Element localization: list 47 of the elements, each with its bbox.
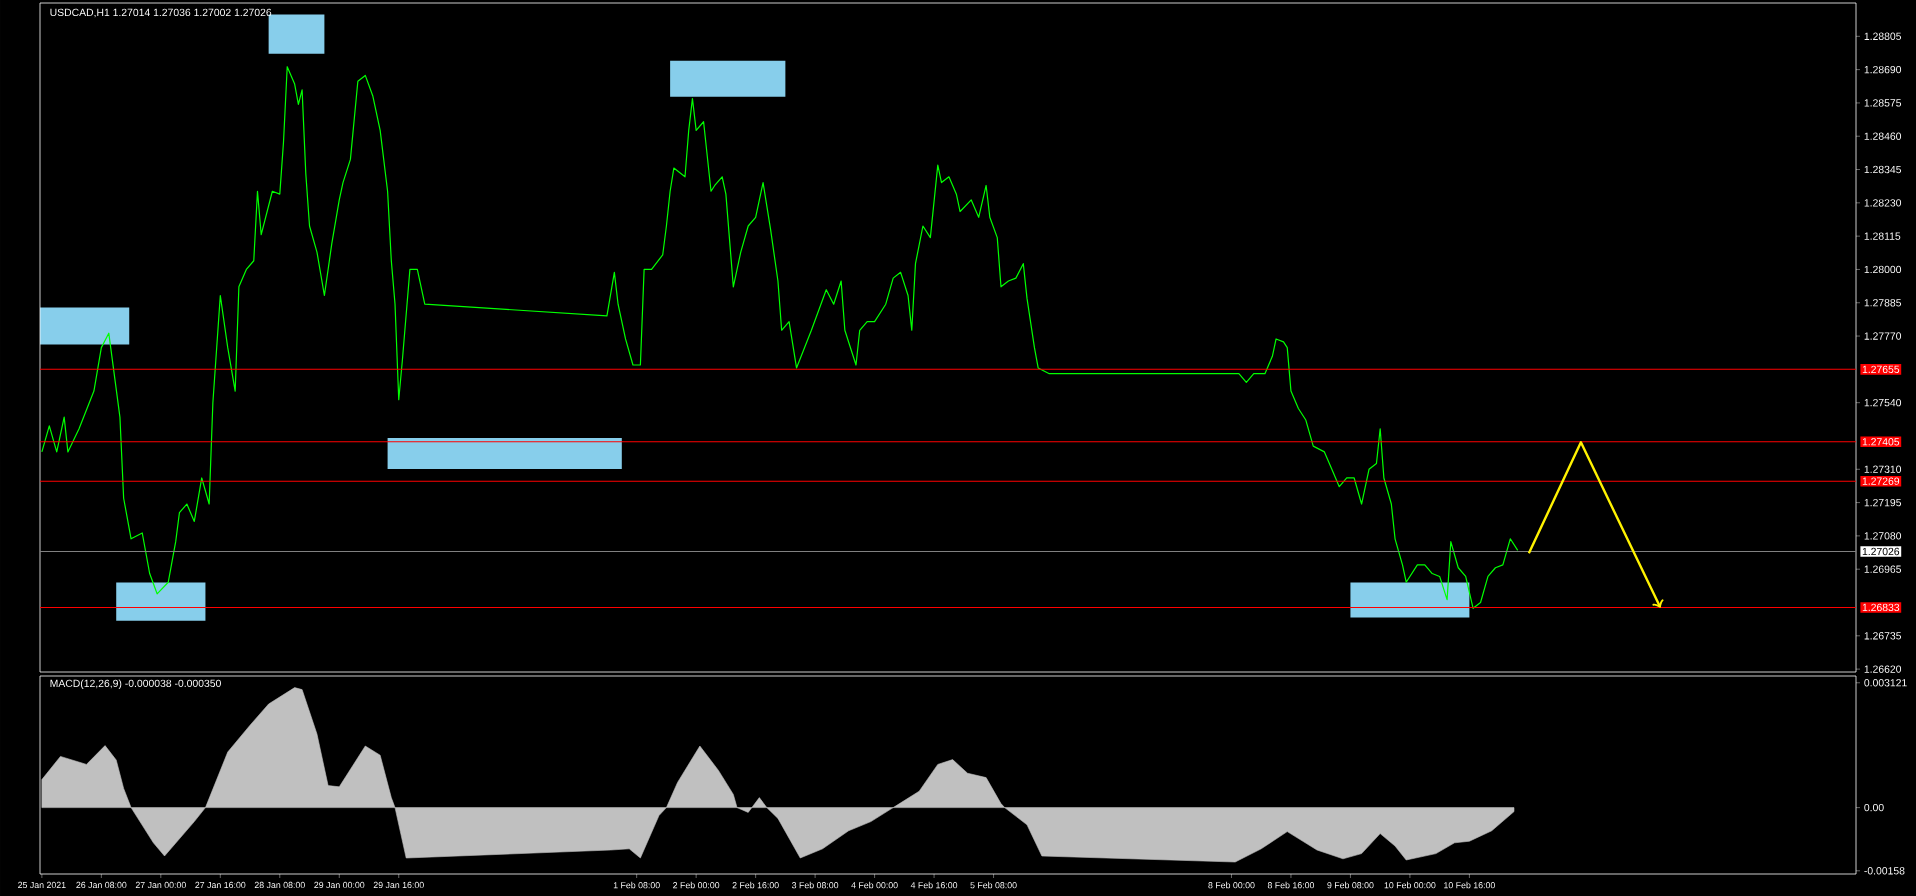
y-tick-label: 1.26965	[1864, 565, 1902, 573]
y-tick-label: 1.27770	[1864, 332, 1902, 340]
y-tick-label: 1.27080	[1864, 532, 1902, 540]
x-tick-label: 8 Feb 00:00	[1208, 881, 1255, 889]
x-tick-label: 26 Jan 08:00	[76, 881, 127, 889]
chart-title: MACD(12,26,9) -0.000038 -0.000350	[50, 679, 221, 690]
x-tick-label: 8 Feb 16:00	[1267, 881, 1315, 889]
x-tick-label: 10 Feb 16:00	[1444, 881, 1495, 889]
y-tick-label: 1.27885	[1864, 299, 1902, 307]
y-tick-label: 1.28230	[1864, 199, 1902, 207]
y-tick-label: 1.28115	[1864, 232, 1901, 240]
y-tick-label: 0.003121	[1864, 679, 1907, 687]
y-tick-label: 1.28805	[1864, 32, 1902, 40]
y-tick-label: 1.28690	[1864, 65, 1902, 74]
x-tick-label: 5 Feb 08:00	[970, 881, 1017, 889]
x-tick-label: 27 Jan 00:00	[135, 881, 186, 889]
x-tick-label: 2 Feb 00:00	[673, 881, 720, 889]
x-tick-label: 28 Jan 08:00	[254, 881, 305, 889]
y-tick-label: 1.27540	[1864, 398, 1902, 407]
x-tick-label: 1 Feb 08:00	[613, 881, 660, 889]
ref-line-label: 1.26833	[1862, 603, 1900, 612]
x-tick-label: 3 Feb 08:00	[791, 881, 839, 889]
y-tick-label: 1.26735	[1864, 632, 1902, 640]
x-tick-label: 2 Feb 16:00	[732, 881, 779, 889]
y-tick-label: 1.28000	[1864, 265, 1902, 274]
line-series	[41, 66, 1519, 609]
ref-line-label: 1.27655	[1862, 365, 1900, 374]
y-tick-label: 0.00	[1864, 803, 1884, 812]
x-tick-label: 4 Feb 16:00	[910, 881, 958, 889]
x-tick-label: 25 Jan 2021	[18, 881, 66, 889]
y-tick-label: -0.00158	[1864, 867, 1905, 875]
ref-line-label: 1.27405	[1862, 438, 1900, 446]
x-tick-label: 29 Jan 16:00	[373, 881, 424, 889]
x-tick-label: 29 Jan 00:00	[314, 881, 365, 889]
x-tick-label: 10 Feb 00:00	[1384, 881, 1436, 889]
x-tick-label: 9 Feb 08:00	[1327, 881, 1374, 889]
y-tick-label: 1.28460	[1864, 132, 1902, 140]
ref-line-label: 1.27269	[1862, 477, 1900, 485]
x-tick-label: 4 Feb 00:00	[851, 881, 898, 889]
y-tick-label: 1.27310	[1864, 465, 1902, 473]
x-tick-label: 27 Jan 16:00	[195, 881, 246, 889]
y-tick-label: 1.28575	[1864, 99, 1902, 107]
ref-line-label: 1.27026	[1862, 547, 1900, 556]
chart-title: USDCAD,H1 1.27014 1.27036 1.27002 1.27026	[50, 8, 272, 18]
y-tick-label: 1.27195	[1864, 498, 1902, 507]
y-tick-label: 1.28345	[1864, 165, 1902, 174]
y-tick-label: 1.26620	[1864, 665, 1902, 673]
